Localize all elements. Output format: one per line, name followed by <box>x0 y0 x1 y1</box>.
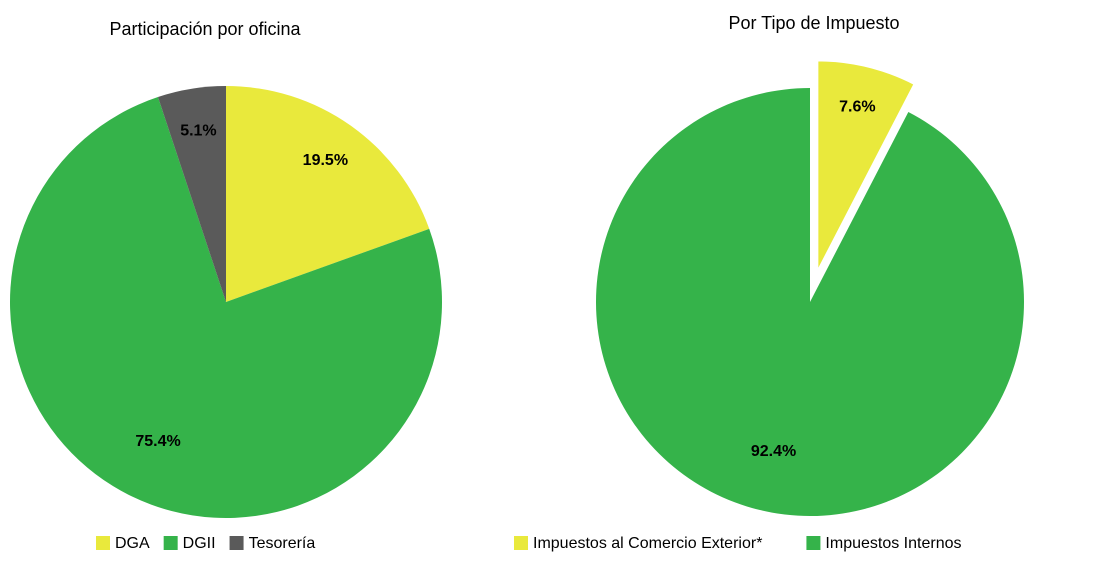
legend-swatch <box>163 536 178 550</box>
legend-swatch <box>229 536 244 550</box>
data-label: 7.6% <box>839 99 875 116</box>
pie-slice <box>595 88 1024 516</box>
pie-slice <box>815 58 918 275</box>
data-label: 75.4% <box>135 433 180 450</box>
data-label: 5.1% <box>180 123 216 140</box>
legend-label: DGII <box>183 535 216 552</box>
legend-label: DGA <box>115 535 150 552</box>
pie-slice <box>9 96 442 518</box>
data-label: 92.4% <box>751 443 796 460</box>
legend-label: Impuestos Internos <box>825 535 961 552</box>
pie-slice <box>157 86 226 302</box>
legend-swatch <box>96 536 110 550</box>
legend-label: Impuestos al Comercio Exterior* <box>533 535 762 552</box>
chart-title: Por Tipo de Impuesto <box>728 13 899 33</box>
data-label: 19.5% <box>303 152 348 169</box>
chart-title: Participación por oficina <box>109 19 301 39</box>
legend-swatch <box>806 536 821 550</box>
legend-label: Tesorería <box>249 535 316 552</box>
legend-swatch <box>514 536 528 550</box>
pie-slice <box>226 86 430 302</box>
